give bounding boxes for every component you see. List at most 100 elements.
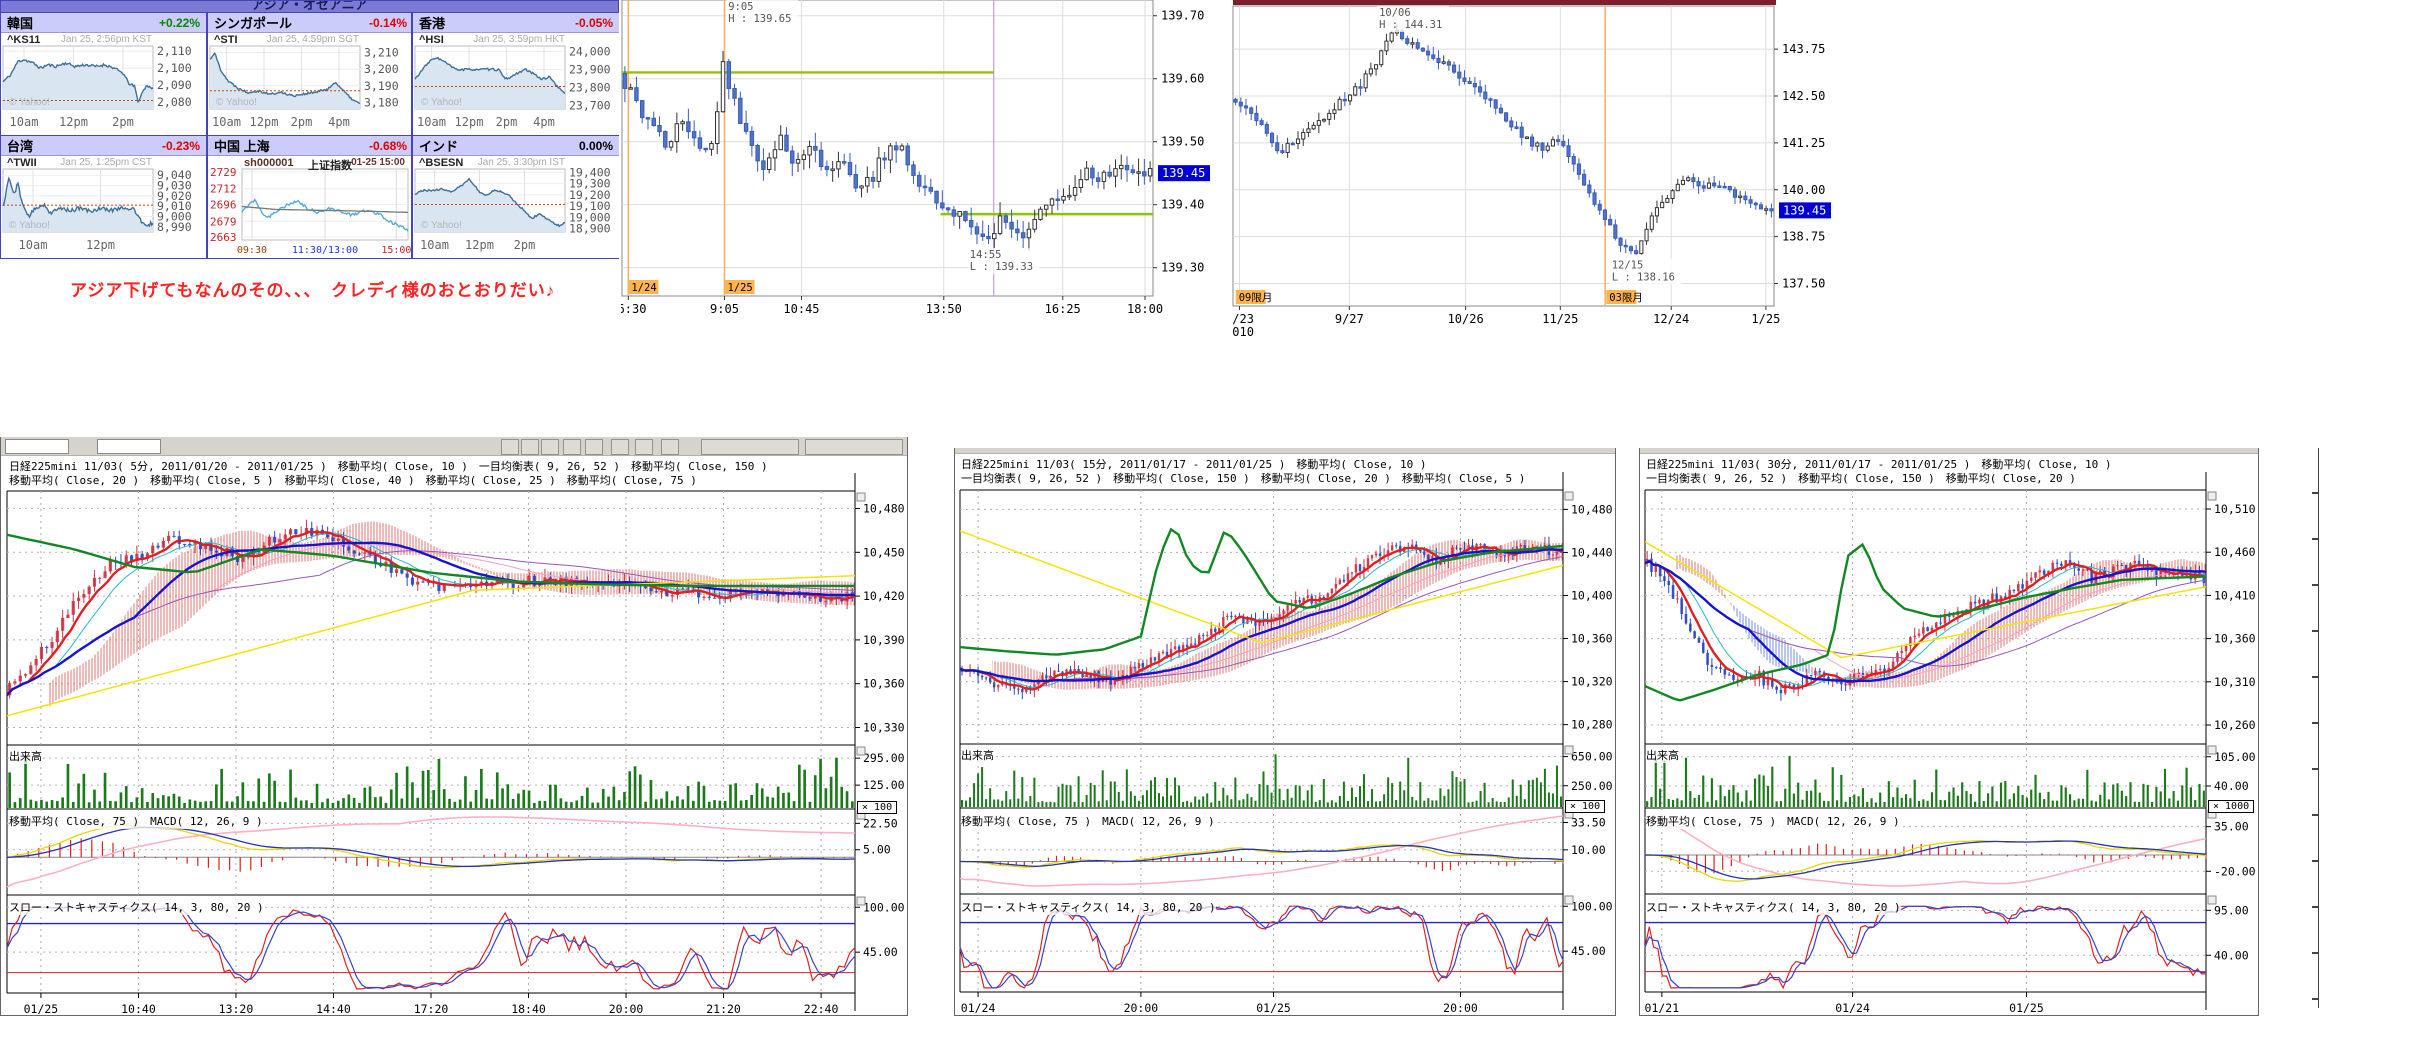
volume-pane-label: 出来高: [9, 748, 42, 764]
contract-label: 03限月: [1609, 292, 1643, 304]
annotation: L : 139.33: [970, 261, 1033, 273]
market-cell-taiwan: 台湾 -0.23% ^TWII Jan 25, 1:25pm CST © Yah…: [1, 135, 206, 258]
contract-label: 1/24: [631, 282, 656, 294]
timestamp: Jan 25, 3:59pm HKT: [473, 34, 565, 45]
nikkei-chart-30min[interactable]: 日経225mini 11/03( 30分, 2011/01/17 - 2011/…: [1639, 448, 2259, 1016]
y-axis-tick: 143.75: [1782, 42, 1825, 56]
toolbar-button[interactable]: [661, 439, 679, 455]
chart-canvas[interactable]: 10,48010,44010,40010,36010,32010,280650.…: [955, 454, 1615, 1015]
market-cell-korea: 韓国 +0.22% ^KS11 Jan 25, 2:56pm KST © Yah…: [1, 12, 206, 135]
volume-pane-label: 出来高: [961, 747, 994, 763]
pane-resize-handle[interactable]: [2208, 492, 2216, 500]
y-axis-tick: 10,310: [2214, 675, 2256, 689]
macd-pane-label: 移動平均( Close, 75 ) MACD( 12, 26, 9 ): [9, 813, 263, 829]
y-axis-tick: 100.00: [863, 900, 905, 914]
pane-resize-handle[interactable]: [2208, 896, 2216, 904]
y-axis-tick: 24,000: [569, 44, 611, 58]
toolbar-button[interactable]: [501, 439, 519, 455]
daily-candle-chart[interactable]: 10/06H : 144.3112/15L : 138.1609限月03限月14…: [1232, 5, 1843, 343]
toolbar-button[interactable]: [541, 439, 559, 455]
annotation: H : 139.65: [728, 13, 791, 25]
x-axis-tick: 12/24: [1653, 312, 1689, 326]
toolbar-button[interactable]: [701, 439, 799, 455]
x-axis-tick: 13:20: [219, 1002, 254, 1015]
market-cell-shanghai: 中国 上海 -0.68% sh000001 上证指数 01-25 15:00 2…: [206, 135, 413, 258]
y-axis-tick: 2712: [210, 183, 237, 196]
x-axis-tick: 2pm: [514, 238, 536, 252]
y-axis-tick: 10,280: [1571, 718, 1613, 732]
yahoo-watermark: © Yahoo!: [421, 97, 462, 108]
y-axis-tick: 3,180: [364, 95, 399, 109]
timestamp: 01-25 15:00: [351, 157, 405, 168]
x-axis-tick: 11/25: [1542, 312, 1578, 326]
pane-resize-handle[interactable]: [1565, 746, 1573, 754]
contract-label: 09限月: [1239, 292, 1273, 304]
pane-resize-handle[interactable]: [1565, 492, 1573, 500]
x-axis-tick: 15:00: [381, 245, 411, 256]
toolbar-button[interactable]: [805, 439, 903, 455]
x-axis-tick: 01/25: [24, 1002, 59, 1015]
toolbar-combo[interactable]: [97, 439, 161, 454]
x-axis-tick: 01/25: [2009, 1001, 2044, 1015]
annotation: L : 138.16: [1612, 272, 1675, 284]
chart-canvas[interactable]: 10,48010,45010,42010,39010,36010,330295.…: [1, 455, 907, 1015]
pane-resize-handle[interactable]: [1565, 896, 1573, 904]
y-axis-tick: 10,260: [2214, 718, 2256, 732]
market-name: 香港: [419, 13, 445, 32]
y-axis-tick: 5.00: [863, 843, 891, 857]
volume-pane-label: 出来高: [1646, 747, 1679, 763]
market-cell-singapore: シンガポール -0.14% ^STI Jan 25, 4:59pm SGT © …: [206, 12, 413, 135]
pane-resize-handle[interactable]: [857, 897, 865, 905]
volume-scale-box: × 100: [1565, 800, 1605, 813]
x-axis-tick: 9:05: [710, 302, 739, 316]
y-axis-tick: 10,400: [1571, 588, 1613, 602]
toolbar-combo[interactable]: [5, 439, 69, 454]
x-axis-tick: 12pm: [59, 115, 88, 129]
timestamp: Jan 25, 1:25pm CST: [60, 157, 152, 168]
pane-resize-handle[interactable]: [2208, 746, 2216, 754]
annotation: H : 144.31: [1379, 19, 1442, 31]
toolbar-button[interactable]: [585, 439, 603, 455]
x-axis-tick: 22:40: [804, 1002, 839, 1015]
symbol-label: ^KS11: [7, 34, 40, 46]
symbol-label: ^TWII: [7, 157, 37, 169]
toolbar-button[interactable]: [611, 439, 629, 455]
pane-resize-handle[interactable]: [857, 493, 865, 501]
chart-canvas[interactable]: 10/06H : 144.3112/15L : 138.1609限月03限月14…: [1232, 5, 1843, 343]
symbol-label: ^STI: [214, 34, 238, 46]
toolbar-button[interactable]: [521, 439, 539, 455]
y-axis-tick: 10,330: [863, 720, 905, 734]
y-axis-tick: 139.50: [1161, 135, 1204, 149]
x-axis-tick: 01/21: [1645, 1001, 1680, 1015]
y-axis-tick: 2,110: [157, 44, 192, 58]
x-axis-tick: 17:20: [414, 1002, 449, 1015]
y-axis-tick: 10,390: [863, 633, 905, 647]
y-axis-tick: 23,800: [569, 80, 611, 94]
nikkei-chart-5min[interactable]: 日経225mini 11/03( 5分, 2011/01/20 - 2011/0…: [0, 437, 908, 1016]
x-axis-tick: 13:50: [926, 302, 962, 316]
chart-canvas[interactable]: 9:05H : 139.6514:55L : 139.331/241/25139…: [621, 0, 1232, 330]
x-axis-tick: 10:40: [121, 1002, 156, 1015]
y-axis-tick: 3,200: [364, 62, 399, 76]
toolbar-button[interactable]: [635, 439, 653, 455]
y-axis-tick: 10,450: [863, 545, 905, 559]
market-change: -0.23%: [162, 139, 200, 153]
cell-header: 台湾 -0.23%: [1, 135, 206, 156]
toolbar-button[interactable]: [563, 439, 581, 455]
pane-resize-handle[interactable]: [857, 747, 865, 755]
market-cell-hongkong: 香港 -0.05% ^HSI Jan 25, 3:59pm HKT © Yaho…: [411, 12, 619, 135]
mini-chart-svg: 3,2103,2003,1903,18010am12pm2pm4pm: [208, 33, 413, 135]
y-axis-tick: 10,480: [863, 502, 905, 516]
yahoo-watermark: © Yahoo!: [421, 220, 462, 231]
intraday-candle-chart[interactable]: 9:05H : 139.6514:55L : 139.331/241/25139…: [621, 0, 1232, 330]
nikkei-chart-15min[interactable]: 日経225mini 11/03( 15分, 2011/01/17 - 2011/…: [954, 448, 1616, 1016]
yahoo-watermark: © Yahoo!: [216, 97, 257, 108]
x-axis-tick: 18:40: [511, 1002, 546, 1015]
x-axis-tick: 20:00: [1124, 1001, 1159, 1015]
index-name-label: 上证指数: [308, 157, 352, 173]
x-axis-tick: 12pm: [465, 238, 494, 252]
y-axis-tick: 139.60: [1161, 72, 1204, 86]
chart-canvas[interactable]: 10,51010,46010,41010,36010,31010,260105.…: [1640, 454, 2258, 1015]
price-tag: 139.45: [1783, 203, 1826, 217]
macd-pane-label: 移動平均( Close, 75 ) MACD( 12, 26, 9 ): [1646, 813, 1900, 829]
